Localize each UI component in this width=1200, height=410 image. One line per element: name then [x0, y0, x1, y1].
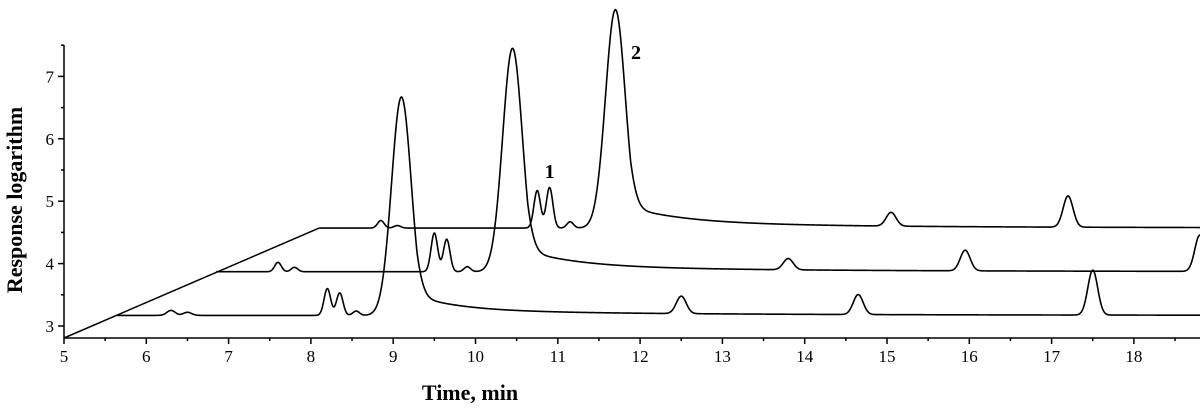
y-tick-label: 5 — [46, 192, 55, 211]
series-trace-3 — [318, 8, 1200, 229]
y-axis: 3 4 5 6 7 — [46, 44, 65, 338]
x-tick-label: 9 — [389, 347, 398, 366]
x-tick-label: 6 — [142, 347, 151, 366]
x-axis-title: Time, min — [422, 380, 518, 405]
x-tick-label: 12 — [632, 347, 649, 366]
x-axis: 567891011121314151617181920 — [60, 227, 1200, 366]
y-tick-label: 7 — [46, 67, 55, 86]
x-tick-label: 13 — [714, 347, 731, 366]
x-tick-label: 14 — [796, 347, 814, 366]
x-tick-label: 8 — [307, 347, 316, 366]
y-tick-label: 3 — [46, 317, 55, 336]
x-tick-label: 10 — [467, 347, 484, 366]
x-tick-label: 16 — [961, 347, 978, 366]
peak-label: 2 — [631, 42, 641, 64]
x-tick-label: 15 — [879, 347, 896, 366]
peak-annotations: 123 — [545, 42, 641, 183]
y-tick-label: 4 — [46, 255, 55, 274]
x-tick-label: 7 — [224, 347, 233, 366]
x-tick-label: 5 — [60, 347, 69, 366]
depth-axis-line — [63, 227, 320, 339]
y-axis-title: Response logarithm — [2, 107, 27, 293]
x-tick-label: 17 — [1043, 347, 1061, 366]
series-trace-1 — [117, 96, 1200, 317]
series-trace-2 — [215, 47, 1200, 273]
x-tick-label: 11 — [550, 347, 566, 366]
y-tick-label: 6 — [46, 130, 55, 149]
x-tick-label: 18 — [1125, 347, 1142, 366]
peak-label: 1 — [545, 161, 555, 183]
series-traces — [117, 8, 1200, 317]
